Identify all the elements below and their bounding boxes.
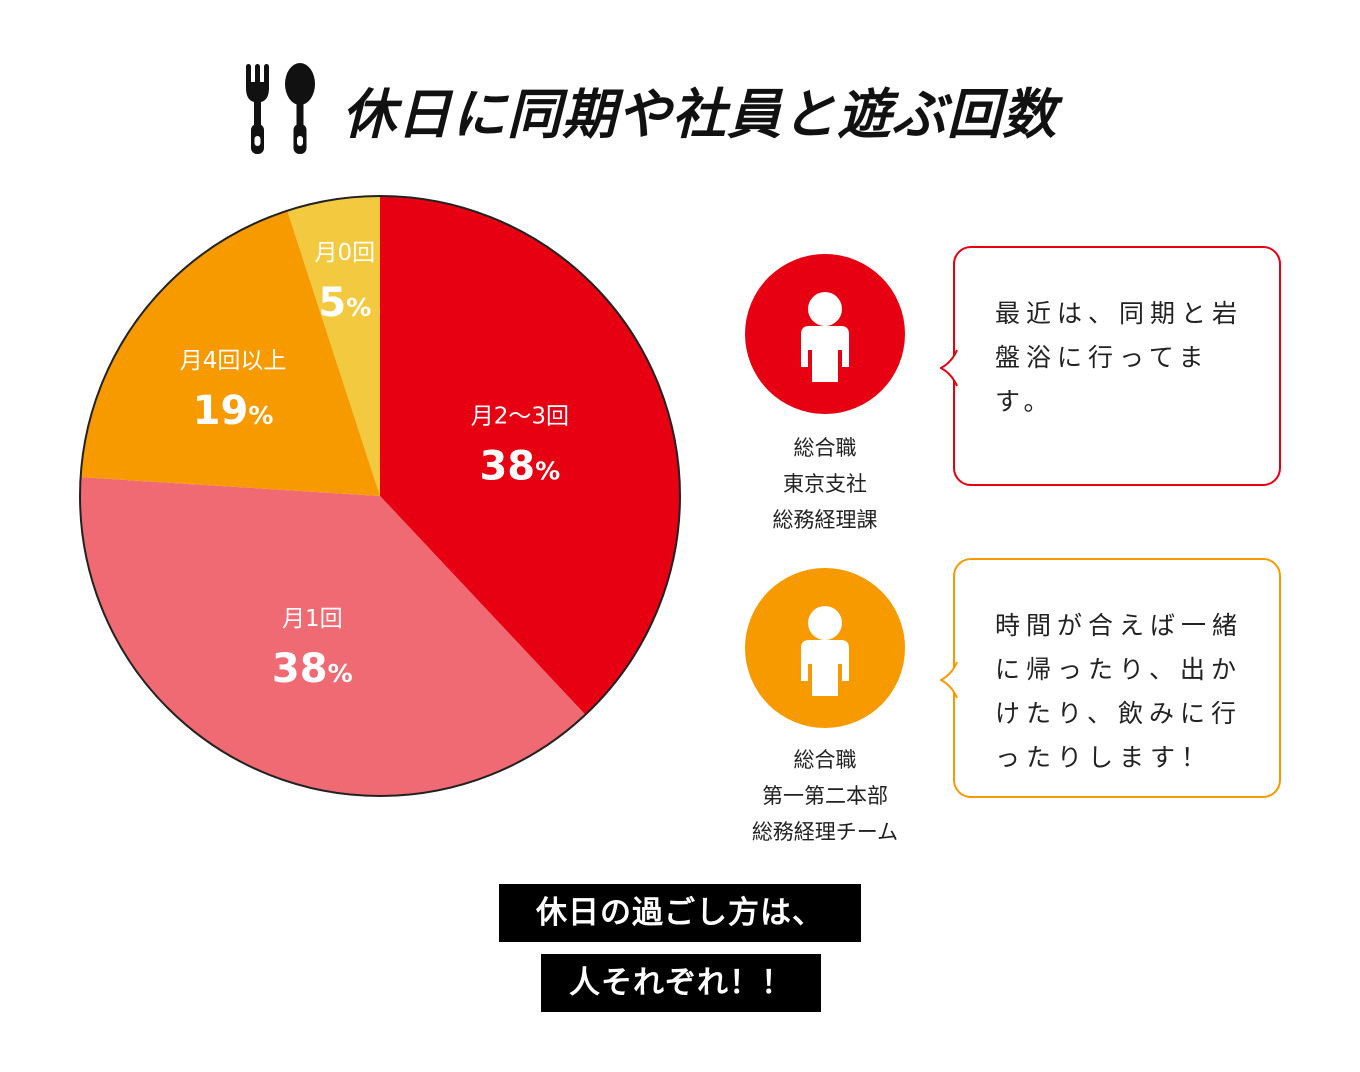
- testimonial-2-comment: 時間が合えば一緒に帰ったり、出かけたり、飲みに行ったりします！: [995, 611, 1244, 772]
- role-line: 総合職: [793, 748, 857, 772]
- role-line: 第一第二本部: [762, 784, 888, 808]
- role-line: 総務経理課: [772, 508, 878, 532]
- slice-value: 19%: [193, 388, 274, 434]
- pie-chart: 月2〜3回 38% 月1回 38% 月4回以上 19% 月0回 5%: [79, 195, 681, 797]
- testimonial-1-avatar: [745, 254, 905, 414]
- speech-tail-icon: [940, 661, 960, 699]
- testimonial-2-role: 総合職 第一第二本部 総務経理チーム: [705, 742, 945, 850]
- testimonial-1-role: 総合職 東京支社 総務経理課: [725, 430, 925, 538]
- page-title: 休日に同期や社員と遊ぶ回数: [342, 83, 1057, 146]
- role-line: 総務経理チーム: [751, 820, 899, 844]
- testimonial-1-comment: 最近は、同期と岩盤浴に行ってます。: [995, 299, 1244, 416]
- slice-label: 月1回: [282, 606, 343, 632]
- fork-and-spoon-icon: [246, 63, 315, 154]
- role-line: 東京支社: [783, 472, 867, 496]
- slice-label: 月2〜3回: [471, 403, 569, 429]
- pie-slice: [287, 196, 380, 496]
- speech-tail-icon: [940, 349, 960, 387]
- person-icon: [801, 292, 849, 382]
- pie-slice: [380, 196, 681, 715]
- testimonial-2-bubble: 時間が合えば一緒に帰ったり、出かけたり、飲みに行ったりします！: [940, 558, 1281, 798]
- pie-slice: [80, 210, 380, 496]
- testimonial-1-bubble: 最近は、同期と岩盤浴に行ってます。: [940, 246, 1281, 486]
- slice-label: 月0回: [314, 240, 375, 266]
- slice-value: 38%: [272, 646, 353, 692]
- header: 休日に同期や社員と遊ぶ回数: [0, 58, 1360, 154]
- slice-value: 5%: [318, 280, 371, 326]
- caption-line-2: 人それぞれ！！: [541, 954, 821, 1012]
- testimonial-2-avatar: [745, 568, 905, 728]
- caption-line-1: 休日の過ごし方は、: [499, 884, 861, 942]
- person-icon: [801, 606, 849, 696]
- role-line: 総合職: [793, 436, 857, 460]
- pie-outline: [79, 195, 681, 797]
- pie-slice: [79, 477, 586, 797]
- slice-value: 38%: [479, 443, 560, 489]
- slice-label: 月4回以上: [180, 348, 287, 374]
